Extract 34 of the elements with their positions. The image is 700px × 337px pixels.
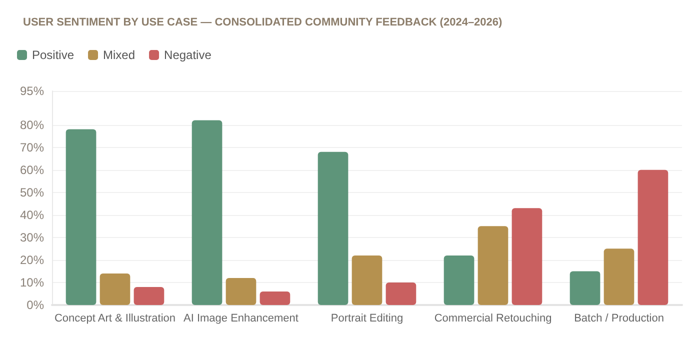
bar [386, 282, 416, 305]
bar [134, 286, 164, 305]
y-tick-label: 20% [20, 252, 44, 267]
x-tick-label: AI Image Enhancement [184, 312, 298, 324]
legend-label: Positive [32, 48, 74, 62]
y-tick-label: 80% [20, 118, 44, 132]
y-tick-label: 10% [20, 275, 44, 290]
bar [478, 226, 508, 305]
chart-title: USER SENTIMENT BY USE CASE — CONSOLIDATED COMMUNITY FEEDBACK (2024–2026) [23, 16, 503, 28]
bar [638, 170, 668, 305]
x-tick-label: Portrait Editing [330, 312, 404, 324]
y-tick-label: 50% [20, 185, 44, 200]
bar [192, 120, 222, 305]
bar [444, 255, 474, 305]
bar [352, 255, 382, 305]
bar [100, 273, 130, 305]
y-tick-label: 40% [20, 208, 44, 222]
legend-label: Negative [164, 48, 212, 62]
y-tick-label: 60% [20, 162, 44, 177]
bar [66, 129, 96, 305]
y-tick-label: 95% [20, 84, 44, 98]
bar [260, 291, 290, 305]
x-tick-label: Batch / Production [574, 312, 664, 324]
bar [318, 152, 348, 305]
bar [570, 271, 600, 305]
bar [604, 248, 634, 305]
y-tick-label: 70% [20, 140, 44, 154]
bar [226, 278, 256, 305]
legend-label: Mixed [103, 48, 136, 62]
x-tick-label: Concept Art & Illustration [54, 312, 176, 324]
y-tick-label: 30% [20, 230, 44, 244]
bar [512, 208, 542, 305]
y-tick-label: 0% [26, 298, 44, 312]
x-tick-label: Commercial Retouching [434, 312, 552, 324]
